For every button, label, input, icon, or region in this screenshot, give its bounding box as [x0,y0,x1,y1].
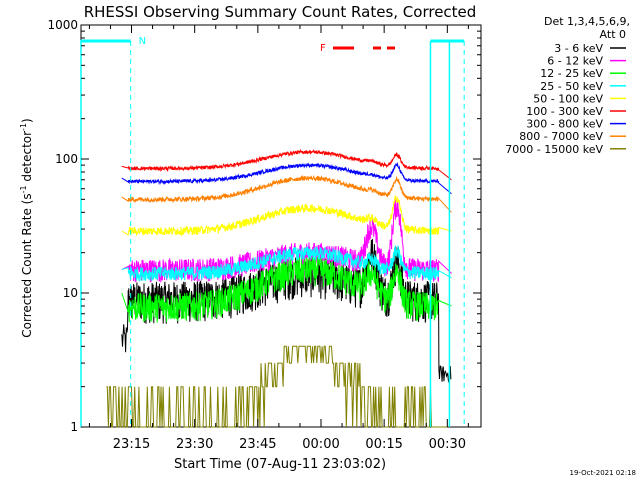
night-label: N [139,36,146,47]
x-axis: 23:15 23:30 23:45 00:00 00:15 00:30 [88,25,469,452]
y-label-sup2: -1 [19,123,28,131]
x-tick-label: 23:45 [239,437,276,452]
y-tick-label: 1000 [47,18,78,32]
y-tick-label: 100 [55,152,78,166]
legend-header-line2: Att 0 [600,28,626,41]
y-label-main: Corrected Count Rate (s [20,193,34,337]
legend-entry-label: 6 - 12 keV [547,55,603,68]
y-label-mid: detector [20,131,34,186]
x-tick-label: 23:30 [176,437,213,452]
chart-title: RHESSI Observing Summary Count Rates, Co… [84,3,477,21]
legend-entry-label: 7000 - 15000 keV [505,143,603,156]
legend-entry-label: 800 - 7000 keV [519,130,603,143]
legend-entry-label: 3 - 6 keV [554,42,603,55]
legend-entry-label: 25 - 50 keV [540,80,603,93]
x-tick-label: 00:00 [302,437,339,452]
x-tick-label: 23:15 [113,437,150,452]
series-line [121,174,452,213]
legend-entry-label: 100 - 300 keV [526,105,603,118]
series-line [121,195,452,237]
legend-entry-label: 12 - 25 keV [540,67,603,80]
plot-frame [80,24,482,428]
series-line [121,245,452,283]
y-axis-label: Corrected Count Rate (s-1 detector-1) [19,118,34,337]
x-axis-label: Start Time (07-Aug-11 23:03:02) [174,457,386,472]
flare-label: F [320,43,326,54]
markers-layer: NF [80,36,465,427]
y-tick-label: 10 [63,286,78,300]
x-tick-label: 00:30 [429,437,466,452]
series-layer [106,148,452,428]
footer-timestamp: 19-Oct-2021 02:18 [570,469,636,477]
series-line [121,161,452,195]
legend-entry-label: 300 - 800 keV [526,118,603,131]
y-label-end: ) [20,118,34,123]
legend-entry-label: 50 - 100 keV [533,92,603,105]
legend-header-line1: Det 1,3,4,5,6,9, [544,15,630,28]
series-line [121,256,452,323]
y-label-sup1: -1 [19,185,28,193]
y-tick-label: 1 [70,420,78,434]
y-axis: 1 10 100 1000 [47,18,481,434]
series-line [121,148,452,181]
series-line [106,345,448,428]
x-tick-label: 00:15 [365,437,402,452]
